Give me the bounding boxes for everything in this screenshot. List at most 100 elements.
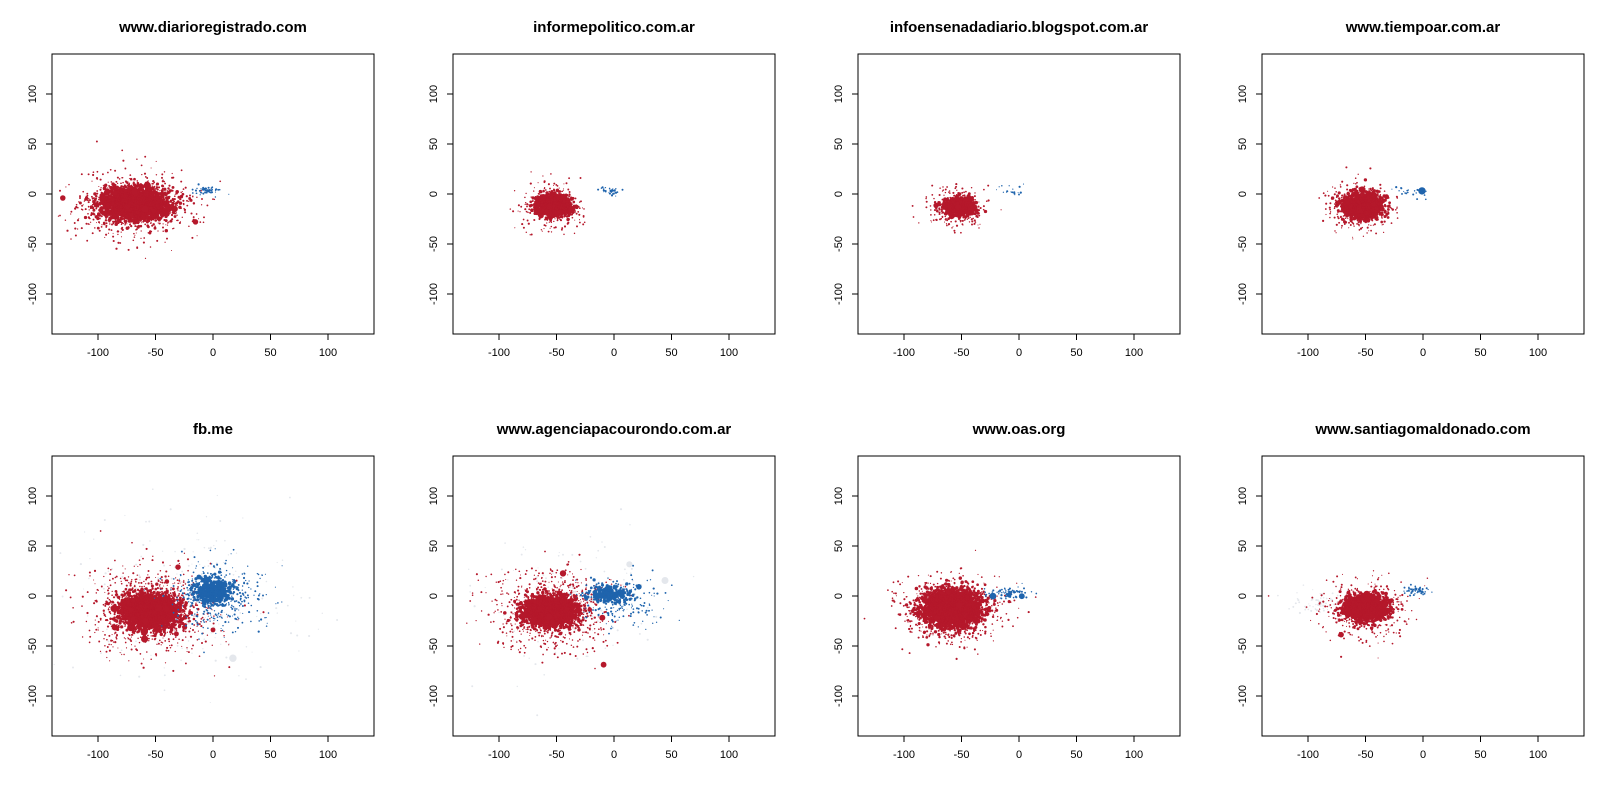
scatter-point bbox=[114, 183, 116, 186]
scatter-point bbox=[155, 198, 158, 201]
scatter-point bbox=[154, 199, 157, 202]
scatter-point bbox=[128, 207, 130, 209]
scatter-point bbox=[144, 220, 146, 223]
scatter-point bbox=[144, 223, 147, 226]
scatter-point bbox=[151, 224, 154, 227]
scatter-point bbox=[537, 192, 540, 195]
scatter-point bbox=[115, 219, 117, 222]
scatter-point bbox=[107, 232, 110, 234]
scatter-point bbox=[120, 187, 123, 190]
scatter-point bbox=[152, 203, 155, 206]
scatter-point bbox=[124, 186, 127, 189]
scatter-point bbox=[525, 202, 527, 204]
scatter-point bbox=[134, 205, 137, 208]
scatter-point bbox=[108, 184, 111, 187]
scatter-point bbox=[184, 211, 187, 214]
scatter-point bbox=[85, 195, 87, 197]
scatter-point bbox=[155, 192, 157, 194]
y-tick-label: 50 bbox=[27, 138, 39, 150]
scatter-point bbox=[97, 212, 101, 216]
scatter-point bbox=[200, 188, 202, 190]
scatter-point bbox=[107, 187, 109, 189]
scatter-point bbox=[548, 190, 551, 193]
scatter-point bbox=[97, 226, 99, 229]
scatter-point bbox=[96, 178, 98, 180]
scatter-point bbox=[99, 194, 102, 197]
scatter-point bbox=[131, 179, 133, 181]
scatter-point bbox=[120, 190, 123, 194]
scatter-point bbox=[198, 218, 200, 220]
scatter-point bbox=[183, 207, 185, 210]
scatter-point bbox=[161, 191, 163, 193]
scatter-point bbox=[146, 199, 149, 202]
scatter-point bbox=[151, 197, 154, 200]
scatter-point bbox=[130, 225, 133, 227]
scatter-point bbox=[147, 180, 149, 182]
scatter-point bbox=[80, 227, 83, 230]
scatter-point bbox=[204, 191, 206, 194]
scatter-point bbox=[102, 206, 106, 210]
scatter-point bbox=[580, 200, 582, 203]
scatter-point bbox=[147, 205, 149, 207]
scatter-point bbox=[180, 169, 183, 172]
scatter-point bbox=[162, 185, 164, 187]
scatter-point bbox=[191, 188, 194, 191]
scatter-point bbox=[108, 216, 111, 219]
scatter-point bbox=[164, 219, 168, 223]
scatter-point bbox=[149, 201, 152, 204]
scatter-point bbox=[117, 205, 120, 207]
scatter-point bbox=[123, 189, 128, 193]
scatter-point bbox=[125, 217, 127, 220]
scatter-point bbox=[109, 207, 112, 210]
scatter-point bbox=[115, 247, 118, 250]
scatter-point bbox=[138, 209, 141, 212]
scatter-point bbox=[582, 216, 585, 218]
scatter-point bbox=[120, 207, 123, 209]
scatter-point bbox=[84, 196, 89, 200]
scatter-point bbox=[165, 196, 168, 200]
scatter-point bbox=[179, 198, 182, 201]
scatter-point bbox=[88, 209, 90, 211]
scatter-point bbox=[114, 220, 116, 223]
scatter-point bbox=[192, 216, 195, 219]
scatter-point bbox=[146, 177, 149, 179]
scatter-point bbox=[112, 195, 115, 198]
scatter-point bbox=[130, 210, 133, 212]
scatter-point bbox=[145, 202, 147, 204]
scatter-point bbox=[98, 201, 101, 204]
scatter-point bbox=[137, 189, 139, 191]
scatter-point bbox=[81, 208, 84, 211]
scatter-point bbox=[163, 180, 166, 183]
scatter-point bbox=[103, 200, 106, 202]
scatter-point bbox=[124, 224, 126, 226]
scatter-point bbox=[120, 223, 123, 226]
scatter-point bbox=[157, 206, 160, 208]
scatter-point bbox=[146, 213, 148, 216]
scatter-point bbox=[198, 189, 201, 192]
scatter-point bbox=[186, 199, 188, 202]
scatter-point bbox=[150, 221, 152, 223]
scatter-point bbox=[102, 211, 105, 213]
scatter-point bbox=[120, 204, 122, 207]
scatter-point bbox=[93, 208, 95, 210]
scatter-point bbox=[100, 187, 102, 189]
scatter-point bbox=[99, 188, 102, 191]
scatter-point bbox=[182, 188, 185, 190]
scatter-point bbox=[171, 218, 174, 221]
scatter-point bbox=[575, 204, 579, 209]
scatter-point bbox=[92, 208, 96, 212]
scatter-point bbox=[150, 230, 153, 233]
scatter-point bbox=[162, 204, 165, 207]
scatter-point bbox=[196, 187, 198, 190]
scatter-point bbox=[140, 230, 142, 232]
scatter-point bbox=[147, 232, 150, 234]
scatter-point bbox=[187, 200, 189, 203]
scatter-point bbox=[146, 203, 149, 205]
scatter-point bbox=[111, 223, 113, 226]
scatter-point bbox=[79, 195, 81, 198]
scatter-point bbox=[122, 159, 125, 162]
scatter-point bbox=[108, 202, 111, 204]
scatter-point bbox=[113, 206, 115, 209]
scatter-point bbox=[150, 167, 152, 169]
scatter-point bbox=[98, 202, 102, 206]
